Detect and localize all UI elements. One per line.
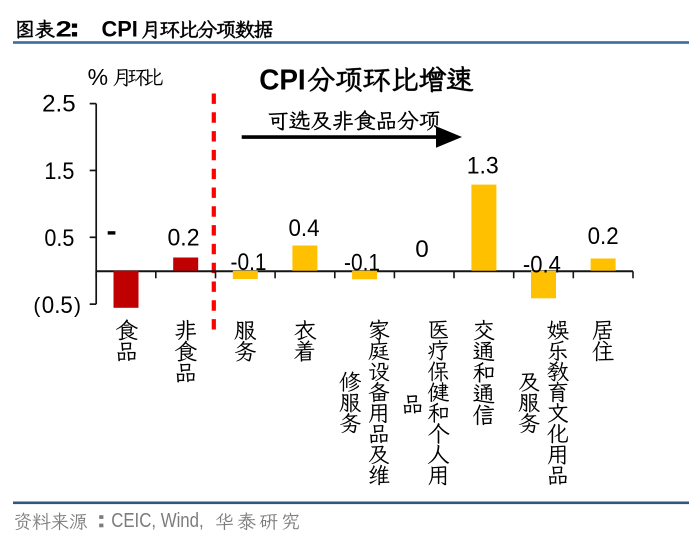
svg-text:1.3: 1.3 (467, 153, 499, 180)
svg-text:0.4: 0.4 (289, 215, 320, 242)
svg-text:CEIC, Wind,: CEIC, Wind, (111, 510, 204, 532)
svg-text:CPI: CPI (259, 64, 306, 96)
svg-text:2.5: 2.5 (42, 91, 76, 118)
svg-text:(: ( (33, 295, 40, 318)
svg-text:-0.1: -0.1 (344, 249, 380, 276)
svg-text:0.5: 0.5 (42, 292, 73, 319)
svg-text:1.5: 1.5 (44, 158, 74, 185)
svg-text:0.5: 0.5 (44, 225, 74, 252)
svg-text:0.2: 0.2 (588, 223, 619, 250)
svg-text:0: 0 (415, 236, 429, 263)
svg-text:-0.1: -0.1 (231, 249, 267, 276)
svg-text:2: 2 (56, 17, 72, 42)
svg-text:CPI: CPI (102, 17, 138, 42)
svg-text:0.2: 0.2 (168, 225, 200, 252)
svg-text:%: % (88, 64, 108, 90)
svg-text:): ) (74, 295, 81, 318)
svg-text:-0.4: -0.4 (523, 252, 561, 279)
